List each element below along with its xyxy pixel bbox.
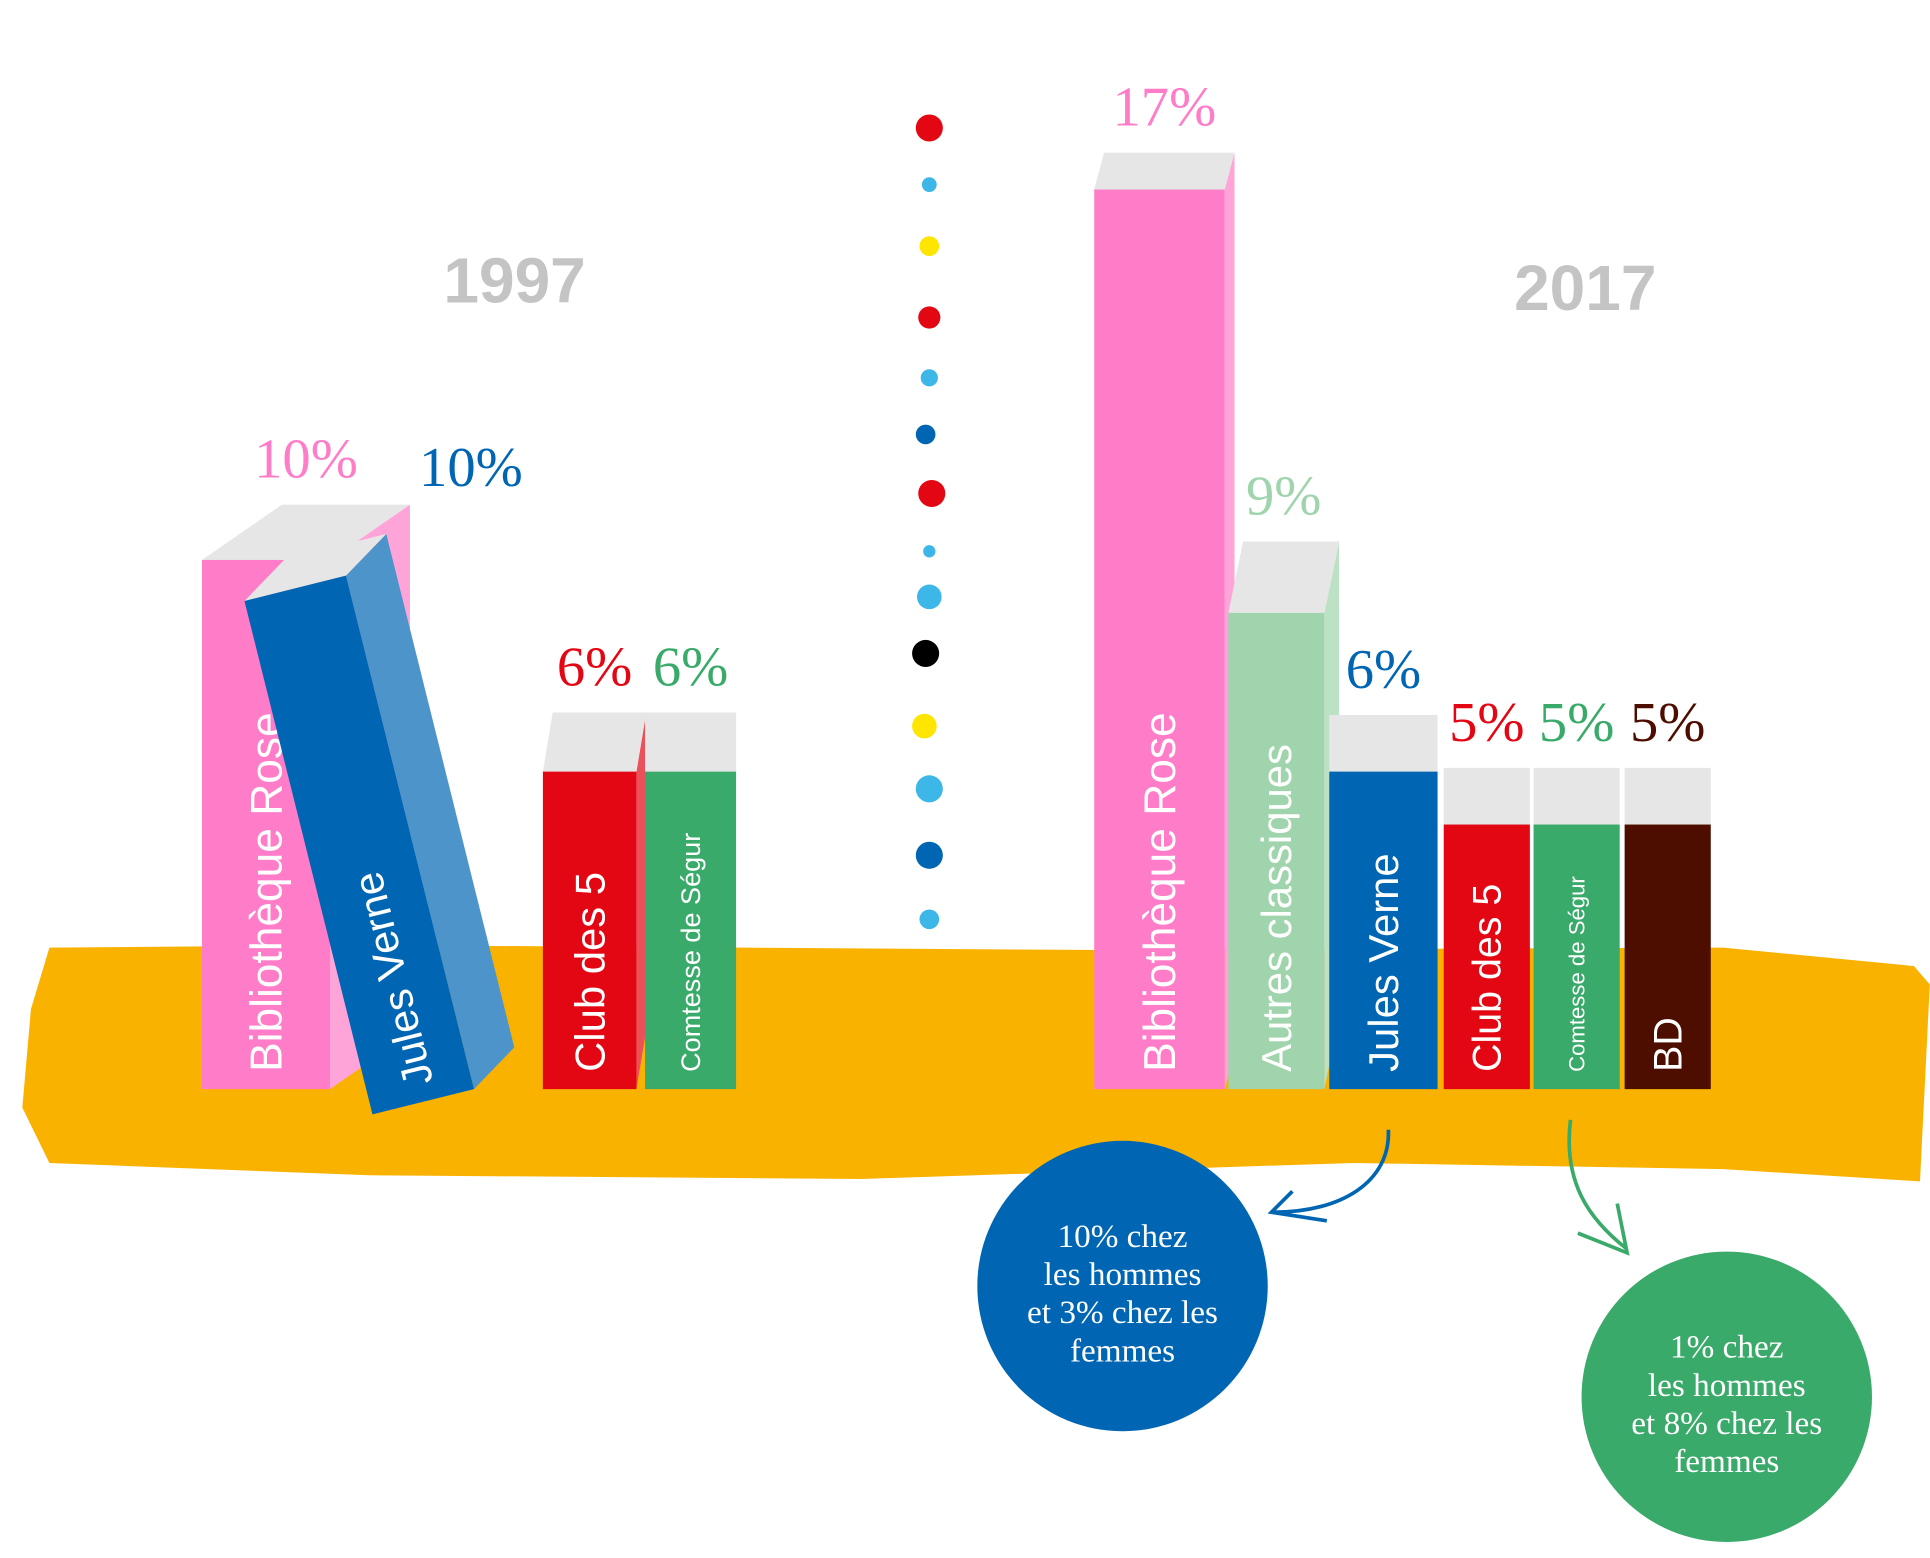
value-label: 6%: [653, 636, 728, 698]
book-label: BD: [1646, 1017, 1690, 1072]
value-label: 10%: [254, 428, 358, 490]
book-label: Comtesse de Ségur: [1564, 876, 1589, 1072]
value-label: 5%: [1630, 692, 1705, 754]
book-label: Jules Verne: [1360, 853, 1407, 1072]
book-top: [1625, 768, 1711, 825]
book-label: Bibliothèque Rose: [242, 712, 291, 1072]
book-label: Club des 5: [566, 872, 613, 1072]
book-top: [1329, 715, 1437, 772]
annotation-text: et 8% chez les: [1631, 1405, 1822, 1442]
value-label: 9%: [1246, 465, 1321, 527]
book: Bibliothèque Rose: [1094, 153, 1234, 1090]
book: Autres classiques: [1228, 541, 1339, 1089]
book-label: Comtesse de Ségur: [675, 833, 706, 1072]
value-label: 6%: [557, 636, 632, 698]
book-label: Club des 5: [1466, 884, 1510, 1072]
value-label: 17%: [1112, 77, 1216, 139]
value-label: 10%: [419, 437, 523, 499]
book: Club des 5: [1444, 768, 1530, 1089]
book-top: [543, 713, 646, 772]
book: Club des 5: [543, 713, 646, 1090]
year-title: 1997: [443, 244, 585, 316]
book-label: Autres classiques: [1253, 744, 1300, 1072]
annotation-text: femmes: [1070, 1332, 1175, 1369]
annotation-text: 1% chez: [1670, 1329, 1783, 1366]
annotation-text: et 3% chez les: [1027, 1294, 1218, 1331]
annotation-text: les hommes: [1044, 1256, 1202, 1293]
book: Comtesse de Ségur: [1534, 768, 1620, 1089]
chart: 1997 Bibliothèque Rose 10% Jules Verne 10% Cl…: [0, 0, 1930, 1558]
book-side: [636, 713, 646, 1090]
dots: [912, 114, 945, 929]
book: Comtesse de Ségur: [645, 713, 736, 1090]
value-label: 6%: [1346, 639, 1421, 701]
book-top: [1444, 768, 1530, 825]
value-label: 5%: [1539, 692, 1614, 754]
book-label: Bibliothèque Rose: [1136, 712, 1185, 1072]
annotation-text: les hommes: [1648, 1367, 1806, 1404]
book-top: [1228, 541, 1339, 612]
year-title: 2017: [1514, 252, 1656, 324]
book-top: [1534, 768, 1620, 825]
page: 1997 Bibliothèque Rose 10% Jules Verne 10% Cl…: [0, 0, 1930, 1558]
annotation-text: 10% chez: [1057, 1218, 1187, 1255]
value-label: 5%: [1449, 692, 1524, 754]
book: BD: [1625, 768, 1711, 1089]
annotation-text: femmes: [1674, 1443, 1779, 1480]
book: Jules Verne: [1329, 715, 1437, 1089]
book-top: [1094, 153, 1234, 190]
book-top: [645, 713, 736, 772]
